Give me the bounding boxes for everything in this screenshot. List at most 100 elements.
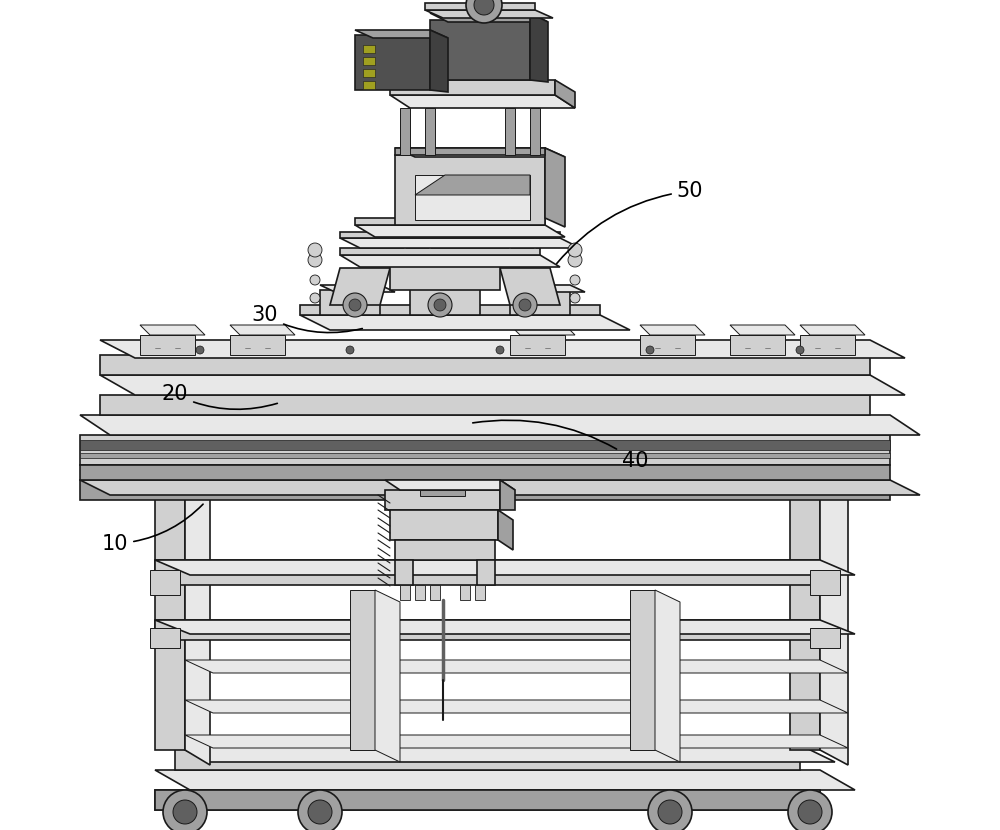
- Text: 20: 20: [162, 384, 277, 409]
- Polygon shape: [80, 480, 920, 495]
- Polygon shape: [555, 80, 575, 108]
- Polygon shape: [430, 20, 530, 80]
- Polygon shape: [395, 540, 495, 560]
- Polygon shape: [415, 175, 530, 220]
- Bar: [363, 57, 375, 65]
- Polygon shape: [420, 490, 465, 496]
- Circle shape: [298, 790, 342, 830]
- Circle shape: [568, 243, 582, 257]
- Circle shape: [466, 0, 502, 23]
- Polygon shape: [230, 325, 295, 335]
- Polygon shape: [430, 30, 448, 92]
- Polygon shape: [355, 225, 565, 237]
- Polygon shape: [80, 453, 890, 458]
- Polygon shape: [150, 570, 180, 595]
- Circle shape: [798, 800, 822, 824]
- Circle shape: [308, 243, 322, 257]
- Text: 50: 50: [557, 181, 703, 263]
- Polygon shape: [80, 415, 920, 435]
- Bar: [425, 108, 435, 155]
- Circle shape: [788, 790, 832, 830]
- Polygon shape: [530, 13, 548, 82]
- Polygon shape: [395, 155, 545, 225]
- Polygon shape: [155, 790, 820, 810]
- Polygon shape: [300, 315, 630, 330]
- Polygon shape: [730, 335, 785, 355]
- Polygon shape: [400, 585, 410, 600]
- Circle shape: [173, 800, 197, 824]
- Polygon shape: [640, 335, 695, 355]
- Polygon shape: [475, 585, 485, 600]
- Circle shape: [310, 275, 320, 285]
- Circle shape: [796, 346, 804, 354]
- Polygon shape: [155, 770, 855, 790]
- Polygon shape: [175, 745, 800, 770]
- Polygon shape: [155, 620, 855, 634]
- Polygon shape: [800, 335, 855, 355]
- Polygon shape: [510, 325, 575, 335]
- Polygon shape: [140, 335, 195, 355]
- Polygon shape: [425, 3, 535, 10]
- Polygon shape: [150, 628, 180, 648]
- Polygon shape: [185, 700, 848, 713]
- Polygon shape: [155, 560, 820, 585]
- Circle shape: [570, 293, 580, 303]
- Polygon shape: [350, 590, 375, 750]
- Circle shape: [570, 275, 580, 285]
- Bar: [363, 69, 375, 77]
- Circle shape: [519, 299, 531, 311]
- Polygon shape: [395, 148, 565, 157]
- Polygon shape: [810, 570, 840, 595]
- Text: 30: 30: [252, 305, 362, 333]
- Circle shape: [496, 346, 504, 354]
- Polygon shape: [800, 325, 865, 335]
- Polygon shape: [140, 325, 205, 335]
- Polygon shape: [390, 80, 555, 95]
- Bar: [363, 45, 375, 53]
- Polygon shape: [80, 440, 890, 450]
- Polygon shape: [410, 285, 480, 315]
- Polygon shape: [390, 248, 515, 256]
- Polygon shape: [375, 590, 400, 762]
- Polygon shape: [340, 248, 540, 255]
- Polygon shape: [640, 325, 705, 335]
- Polygon shape: [655, 590, 680, 762]
- Polygon shape: [385, 490, 500, 510]
- Polygon shape: [100, 395, 870, 415]
- Polygon shape: [300, 305, 600, 315]
- Polygon shape: [425, 10, 553, 18]
- Circle shape: [308, 253, 322, 267]
- Polygon shape: [460, 585, 470, 600]
- Polygon shape: [100, 355, 870, 375]
- Polygon shape: [320, 285, 395, 292]
- Circle shape: [646, 346, 654, 354]
- Polygon shape: [100, 340, 905, 358]
- Polygon shape: [155, 790, 820, 810]
- Polygon shape: [395, 560, 413, 585]
- Polygon shape: [355, 35, 430, 90]
- Circle shape: [163, 790, 207, 830]
- Polygon shape: [155, 620, 820, 640]
- Polygon shape: [385, 480, 515, 490]
- Polygon shape: [730, 325, 795, 335]
- Polygon shape: [390, 255, 500, 290]
- Polygon shape: [340, 238, 580, 248]
- Polygon shape: [790, 440, 820, 750]
- Circle shape: [434, 299, 446, 311]
- Bar: [363, 81, 375, 89]
- Bar: [400, 108, 410, 155]
- Circle shape: [308, 800, 332, 824]
- Polygon shape: [545, 148, 565, 227]
- Polygon shape: [430, 585, 440, 600]
- Polygon shape: [498, 510, 513, 550]
- Circle shape: [196, 346, 204, 354]
- Polygon shape: [330, 268, 390, 305]
- Polygon shape: [510, 335, 565, 355]
- Circle shape: [349, 299, 361, 311]
- Polygon shape: [355, 218, 545, 225]
- Polygon shape: [820, 440, 848, 765]
- Polygon shape: [230, 335, 285, 355]
- Bar: [530, 108, 540, 155]
- Polygon shape: [80, 480, 890, 500]
- Polygon shape: [390, 510, 498, 540]
